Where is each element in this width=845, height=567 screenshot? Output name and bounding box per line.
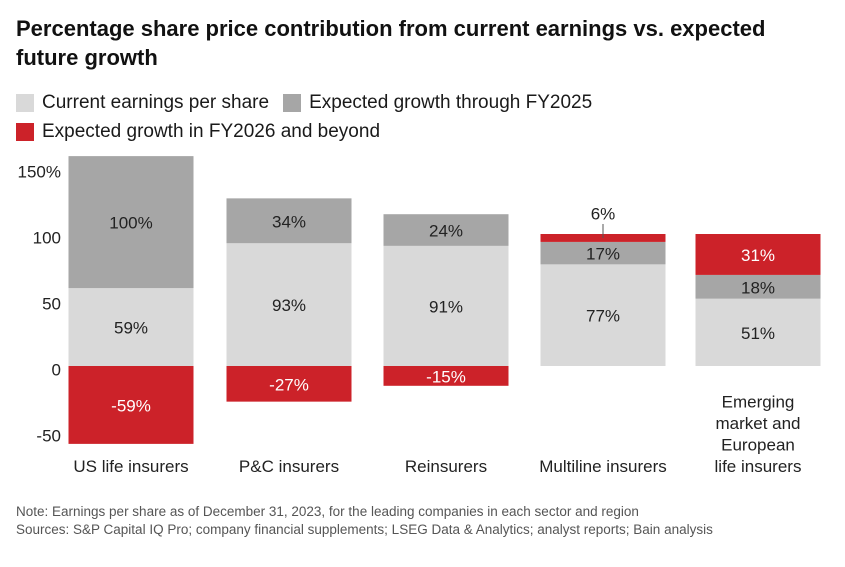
y-tick-label-1: 100 [33,229,61,248]
bar-segment-3-0 [540,264,666,366]
bar-segment-2-0 [383,245,509,366]
legend: Current earnings per share Expected grow… [16,88,816,146]
legend-item-growth-fy2026: Expected growth in FY2026 and beyond [16,117,380,146]
data-label-4-0: 51% [741,324,775,343]
bar-segment-0-2 [68,366,194,444]
data-label-0-0: 59% [114,319,148,338]
data-label-2-2: -15% [426,367,466,386]
data-label-0-2: -59% [111,396,151,415]
data-label-4-2: 31% [741,246,775,265]
bar-segment-0-0 [68,288,194,366]
category-label-4: Emerging market and European life insurers [715,393,802,477]
note-text: Note: Earnings per share as of December … [16,504,639,519]
data-label-1-2: -27% [269,375,309,394]
legend-swatch-growth-fy2025 [283,93,302,112]
data-label-1-0: 93% [272,296,306,315]
legend-label-growth-fy2025: Expected growth through FY2025 [309,92,593,113]
category-label-3: Multiline insurers [539,457,667,476]
legend-swatch-growth-fy2026 [16,122,34,141]
y-tick-label-0: 150% [18,163,61,182]
data-label-0-1: 100% [109,214,152,233]
category-label-0: US life insurers [73,457,188,476]
data-label-4-1: 18% [741,278,775,297]
category-label-2: Reinsurers [405,457,487,476]
data-label-1-1: 34% [272,212,306,231]
bar-segment-0-1 [68,156,194,289]
legend-item-current-earnings: Current earnings per share [16,88,269,117]
legend-item-growth-fy2025: Expected growth through FY2025 [283,88,592,117]
footnotes: Note: Earnings per share as of December … [16,503,713,539]
y-tick-label-3: 0 [52,361,61,380]
category-label-1: P&C insurers [239,457,339,476]
bar-segment-4-2 [695,234,821,275]
chart-title: Percentage share price contribution from… [16,16,766,70]
bar-segment-4-0 [695,298,821,366]
data-label-2-1: 24% [429,222,463,241]
legend-swatch-current-earnings [16,93,34,112]
legend-label-current-earnings: Current earnings per share [42,92,270,113]
y-tick-label-4: -50 [36,427,61,446]
legend-label-growth-fy2026: Expected growth in FY2026 and beyond [42,121,381,142]
y-tick-label-2: 50 [42,295,61,314]
bar-segment-1-1 [226,198,352,244]
sources-text: Sources: S&P Capital IQ Pro; company fin… [16,522,713,537]
bar-segment-1-2 [226,366,352,402]
data-label-3-1: 17% [586,245,620,264]
bar-segment-4-1 [695,274,821,299]
bar-segment-3-1 [540,241,666,265]
bar-segment-2-1 [383,214,509,246]
data-label-2-0: 91% [429,297,463,316]
data-label-3-2: 6% [591,205,616,224]
data-label-3-0: 77% [586,307,620,326]
bar-segment-2-2 [383,366,509,386]
bar-segment-1-0 [226,243,352,366]
